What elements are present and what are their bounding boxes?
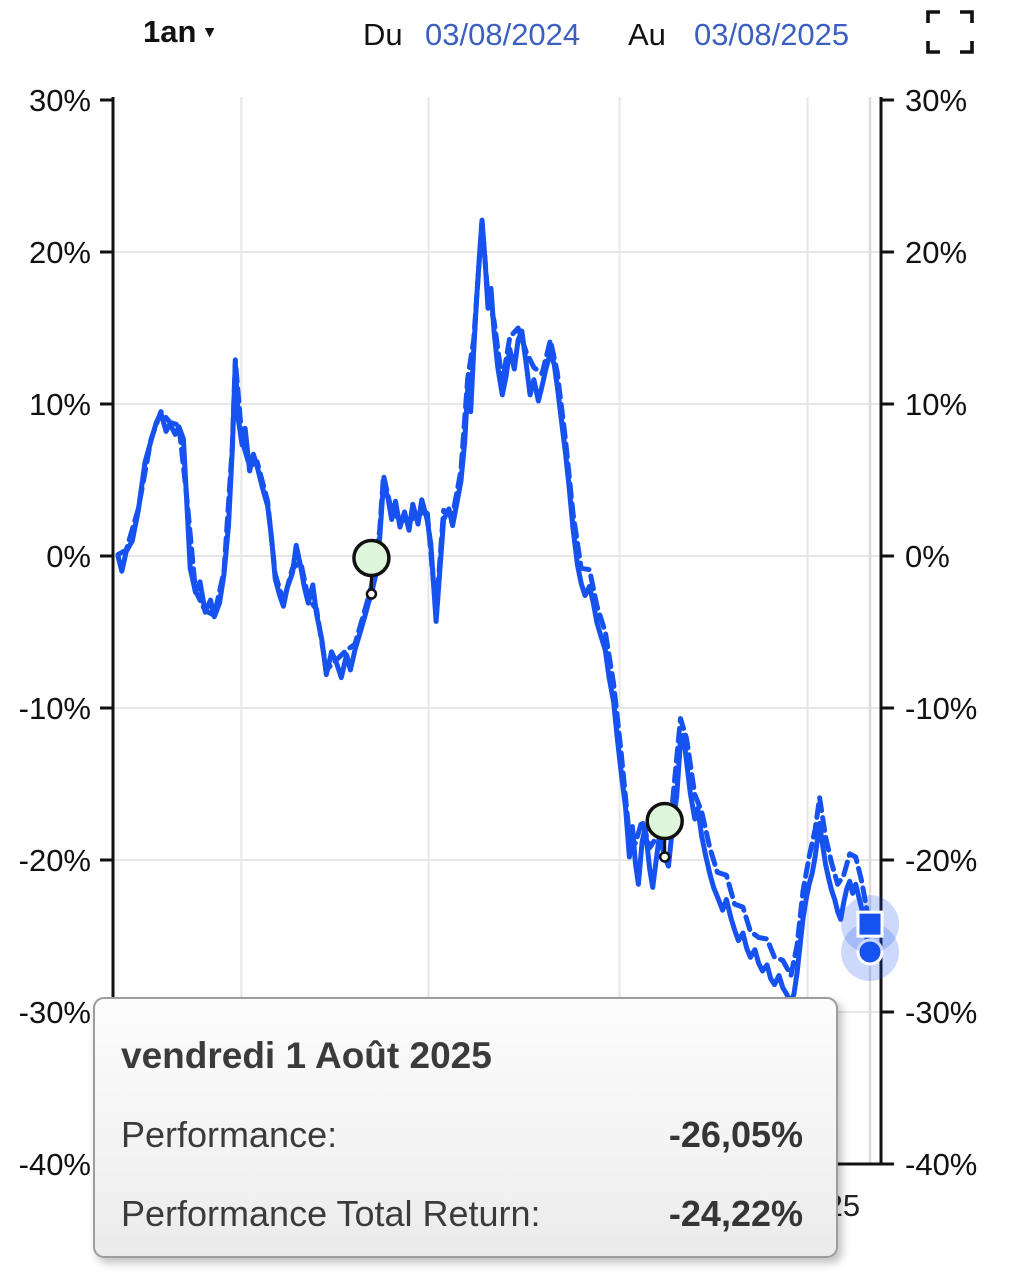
chart-tooltip: vendredi 1 Août 2025 Performance: -26,05… xyxy=(93,997,838,1258)
y-axis-label-right: -40% xyxy=(905,1147,977,1182)
y-axis-label-left: -10% xyxy=(19,691,91,726)
fullscreen-icon xyxy=(926,10,974,54)
range-label: 1an xyxy=(143,14,197,49)
tooltip-performance-label: Performance: xyxy=(121,1114,338,1155)
total-return-end-marker[interactable] xyxy=(856,910,884,938)
y-axis-label-right: -10% xyxy=(905,691,977,726)
tooltip-total-return-value: -24,22% xyxy=(668,1193,803,1234)
y-axis-label-right: -20% xyxy=(905,843,977,878)
tooltip-performance-value: -26,05% xyxy=(668,1114,803,1155)
event-marker[interactable] xyxy=(352,538,391,578)
event-marker[interactable] xyxy=(645,801,684,841)
chart-toolbar: 1an ▾ Du 03/08/2024 Au 03/08/2025 xyxy=(0,0,1011,70)
y-axis-label-right: 30% xyxy=(905,83,967,118)
chevron-down-icon: ▾ xyxy=(205,22,214,41)
y-axis-label-left: 10% xyxy=(29,387,91,422)
to-label: Au xyxy=(628,17,666,52)
event-marker-anchor-dot xyxy=(658,851,671,863)
performance-line xyxy=(115,217,873,1006)
y-axis-label-right: 20% xyxy=(905,235,967,270)
y-axis-label-left: 0% xyxy=(46,539,91,574)
y-axis-label-right: 0% xyxy=(905,539,950,574)
y-axis-label-left: -30% xyxy=(19,995,91,1030)
y-axis-label-left: 20% xyxy=(29,235,91,270)
tooltip-total-return-label: Performance Total Return: xyxy=(121,1193,541,1234)
y-axis-label-left: -40% xyxy=(19,1147,91,1182)
y-axis-label-right: 10% xyxy=(905,387,967,422)
y-axis-label-left: -20% xyxy=(19,843,91,878)
tooltip-date-title: vendredi 1 Août 2025 xyxy=(121,1035,492,1076)
tooltip-performance-row: Performance: -26,05% xyxy=(121,1114,803,1156)
fullscreen-button[interactable] xyxy=(926,10,974,54)
tooltip-total-return-row: Performance Total Return: -24,22% xyxy=(121,1193,803,1235)
y-axis-label-left: 30% xyxy=(29,83,91,118)
from-label: Du xyxy=(363,17,403,52)
y-axis-label-right: -30% xyxy=(905,995,977,1030)
to-date-field[interactable]: 03/08/2025 xyxy=(694,17,850,52)
event-marker-anchor-dot xyxy=(365,588,378,600)
performance-end-marker[interactable] xyxy=(856,938,884,966)
range-selector[interactable]: 1an ▾ xyxy=(143,14,214,50)
from-date-field[interactable]: 03/08/2024 xyxy=(425,17,581,52)
